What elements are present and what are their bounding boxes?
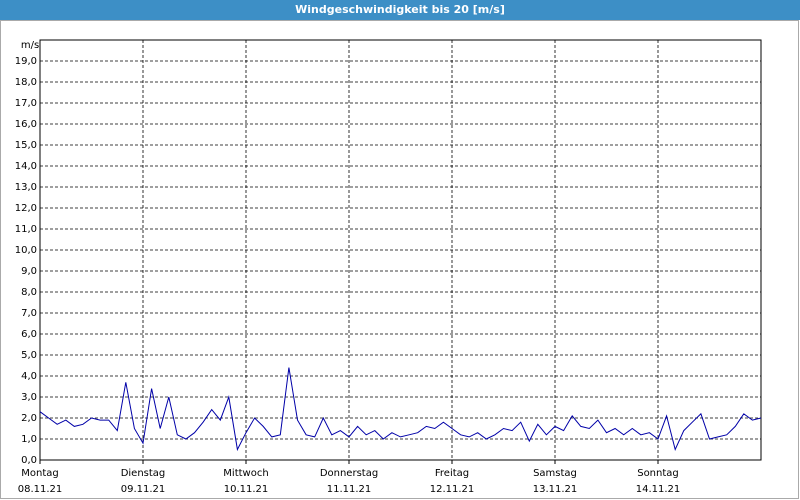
y-axis-label: m/s	[21, 40, 39, 51]
y-tick-label: 14,0	[15, 161, 37, 172]
frame	[0, 20, 799, 499]
y-tick-label: 10,0	[15, 245, 37, 256]
x-tick-label: Samstag	[533, 468, 577, 479]
x-tick-label: Donnerstag	[320, 468, 378, 479]
y-tick-label: 5,0	[21, 350, 37, 361]
y-tick-label: 6,0	[21, 329, 37, 340]
y-tick-label: 15,0	[15, 140, 37, 151]
y-tick-label: 3,0	[21, 392, 37, 403]
y-tick-label: 1,0	[21, 434, 37, 445]
x-tick-date: 12.11.21	[430, 484, 475, 495]
chart-title: Windgeschwindigkeit bis 20 [m/s]	[0, 0, 800, 20]
x-tick-label: Montag	[21, 468, 58, 479]
x-tick-date: 10.11.21	[224, 484, 269, 495]
x-tick-label: Freitag	[435, 468, 469, 479]
y-tick-label: 13,0	[15, 182, 37, 193]
y-tick-label: 16,0	[15, 119, 37, 130]
x-tick-label: Dienstag	[121, 468, 166, 479]
y-tick-label: 2,0	[21, 413, 37, 424]
x-tick-label: Sonntag	[637, 468, 679, 479]
wind-line	[39, 367, 762, 452]
y-tick-label: 18,0	[15, 77, 37, 88]
y-tick-label: 9,0	[21, 266, 37, 277]
y-tick-label: 12,0	[15, 203, 37, 214]
plot-area	[39, 39, 762, 461]
x-tick-date: 13.11.21	[533, 484, 578, 495]
y-tick-label: 8,0	[21, 287, 37, 298]
x-tick-label: Mittwoch	[223, 468, 268, 479]
y-tick-label: 0,0	[21, 455, 37, 466]
y-tick-label: 19,0	[15, 56, 37, 67]
x-tick-date: 08.11.21	[18, 484, 63, 495]
y-tick-label: 11,0	[15, 224, 37, 235]
y-tick-label: 17,0	[15, 98, 37, 109]
y-tick-label: 4,0	[21, 371, 37, 382]
x-tick-date: 11.11.21	[327, 484, 372, 495]
y-tick-label: 7,0	[21, 308, 37, 319]
x-tick-date: 09.11.21	[121, 484, 166, 495]
chart: m/s 0,0 1,0 2,0 3,0 4,0 5,0 6,0 7,0 8,0 9,0 10,0 11…	[0, 20, 799, 499]
x-tick-date: 14.11.21	[636, 484, 681, 495]
